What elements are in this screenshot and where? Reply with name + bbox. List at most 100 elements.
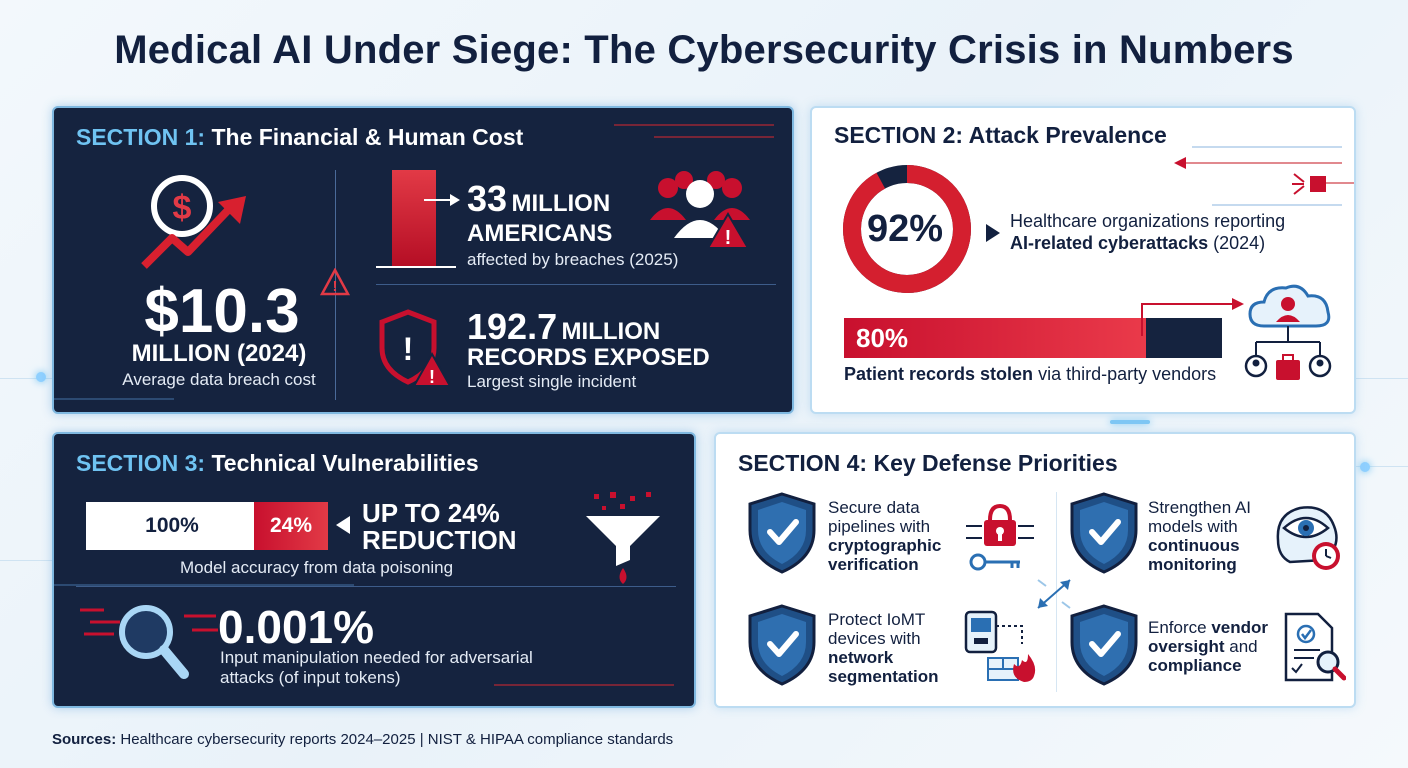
records-value: 192.7	[467, 306, 558, 347]
circuit-line	[614, 124, 774, 126]
shield-check-icon	[1070, 492, 1138, 574]
americans-label: AMERICANS	[467, 220, 613, 247]
vendor-bar-fill	[844, 318, 1147, 358]
svg-text:!: !	[429, 367, 435, 387]
accuracy-bar-loss: 24%	[254, 502, 328, 550]
priority-3-text: Protect IoMT devices with network segmen…	[828, 610, 939, 686]
cost-value: $10.3	[144, 277, 300, 346]
section-3-heading: Technical Vulnerabilities	[211, 450, 479, 476]
donut-caption-line2: AI-related cyberattacks (2024)	[1010, 232, 1285, 254]
sources-footnote: Sources: Healthcare cybersecurity report…	[52, 731, 673, 748]
circuit-line	[494, 684, 674, 686]
sources-text: Healthcare cybersecurity reports 2024–20…	[116, 731, 674, 748]
shield-check-icon	[748, 492, 816, 574]
section-4-panel: SECTION 4: Key Defense Priorities Secure…	[714, 432, 1356, 708]
section-2-panel: SECTION 2: Attack Prevalence 92% Healthc…	[810, 106, 1356, 414]
accuracy-bar: 100% 24%	[86, 502, 328, 550]
donut-label: 92%	[866, 208, 944, 250]
circuit-line	[654, 136, 774, 138]
section-1-prefix: SECTION 1:	[76, 124, 206, 150]
vendor-caption: Patient records stolen via third-party v…	[844, 364, 1216, 385]
records-stat: 192.7 MILLION	[467, 308, 660, 354]
manipulation-description: Input manipulation needed for adversaria…	[220, 648, 533, 688]
prevalence-donut	[843, 165, 971, 293]
priority-3-line1: Protect IoMT	[828, 610, 926, 629]
reduction-headline: UP TO 24% REDUCTION	[362, 500, 517, 554]
bg-line	[0, 560, 52, 561]
shield-check-icon	[1070, 604, 1138, 686]
circuit-line	[1212, 204, 1342, 206]
americans-value: 33	[467, 178, 508, 219]
priority-2-line4: monitoring	[1148, 555, 1237, 574]
manipulation-value: 0.001%	[218, 601, 375, 653]
cloud-vendor-network-icon	[1244, 284, 1332, 380]
arrow-left-icon	[1174, 157, 1186, 169]
circuit-line	[1182, 162, 1342, 164]
records-description: Largest single incident	[467, 372, 637, 391]
funnel-poison-icon	[586, 492, 660, 584]
svg-text:!: !	[725, 227, 732, 249]
sources-label: Sources:	[52, 731, 117, 748]
shield-alert-icon: ! !	[379, 309, 450, 387]
svg-text:!: !	[333, 278, 338, 295]
section-3-title: SECTION 3: Technical Vulnerabilities	[76, 450, 479, 477]
population-bar	[392, 170, 436, 266]
people-warning-icon: !	[650, 171, 750, 249]
horizontal-divider	[376, 284, 776, 285]
connector-arrow-icon	[1141, 298, 1244, 336]
bg-line	[0, 378, 52, 379]
priority-4-line2: oversight	[1148, 637, 1225, 656]
records-label: RECORDS EXPOSED	[467, 344, 710, 371]
priority-1-line4: verification	[828, 555, 919, 574]
section-1-panel: SECTION 1: The Financial & Human Cost $ …	[52, 106, 794, 414]
priority-2-line1: Strengthen AI	[1148, 498, 1252, 517]
section-4-heading: Key Defense Priorities	[873, 450, 1118, 476]
section-2-heading: Attack Prevalence	[968, 122, 1167, 148]
americans-description: affected by breaches (2025)	[467, 250, 679, 269]
priority-1-text: Secure data pipelines with cryptographic…	[828, 498, 941, 574]
glow-connector	[1110, 420, 1150, 424]
section-1-title: SECTION 1: The Financial & Human Cost	[76, 124, 523, 151]
priority-4-line2-tail: and	[1224, 637, 1258, 656]
cost-description: Average data breach cost	[122, 370, 316, 389]
section-4-title: SECTION 4: Key Defense Priorities	[738, 450, 1118, 477]
priority-3-line3: network	[828, 648, 894, 667]
circuit-line	[54, 398, 174, 400]
cost-unit: MILLION (2024)	[131, 340, 307, 367]
svg-text:$: $	[173, 189, 192, 227]
circuit-line	[54, 584, 354, 586]
document-check-icon	[1284, 612, 1346, 682]
pointer-left-icon	[336, 516, 350, 534]
priority-1-line2: pipelines with	[828, 517, 931, 536]
manipulation-line2: attacks (of input tokens)	[220, 668, 401, 687]
reduction-description: Model accuracy from data poisoning	[180, 558, 454, 577]
records-unit: MILLION	[561, 318, 661, 345]
expand-arrows-icon	[1037, 579, 1071, 609]
bg-line	[1356, 466, 1408, 467]
dollar-growth-icon: $	[141, 175, 246, 269]
circuit-line	[1312, 182, 1354, 184]
accuracy-bar-remaining: 100%	[90, 502, 254, 550]
donut-caption-line1: Healthcare organizations reporting	[1010, 211, 1286, 231]
reduction-line2: REDUCTION	[362, 525, 517, 555]
priority-2-text: Strengthen AI models with continuous mon…	[1148, 498, 1251, 574]
pointer-arrow-icon	[986, 224, 1000, 242]
section-2-title: SECTION 2: Attack Prevalence	[834, 122, 1167, 149]
priority-1-line3: cryptographic	[828, 536, 942, 555]
arrow-right-icon	[424, 194, 460, 206]
horizontal-divider	[76, 586, 676, 587]
section-1-heading: The Financial & Human Cost	[211, 124, 524, 150]
priority-4-text: Enforce vendor oversight and compliance	[1148, 618, 1268, 675]
priority-3-line4: segmentation	[828, 667, 939, 686]
vendor-caption-tail: via third-party vendors	[1033, 364, 1217, 384]
priority-4-line1: Enforce	[1148, 618, 1207, 637]
svg-text:!: !	[403, 331, 414, 367]
bar-baseline	[376, 266, 456, 268]
broken-plug-icon	[1292, 173, 1326, 195]
eye-brain-clock-icon	[1276, 506, 1340, 570]
circuit-line	[1192, 146, 1342, 148]
vendor-bar-label: 80%	[856, 323, 909, 353]
vendor-caption-bold: Patient records stolen	[844, 364, 1034, 384]
americans-unit: MILLION	[511, 190, 611, 217]
donut-caption: Healthcare organizations reporting AI-re…	[1010, 210, 1285, 254]
